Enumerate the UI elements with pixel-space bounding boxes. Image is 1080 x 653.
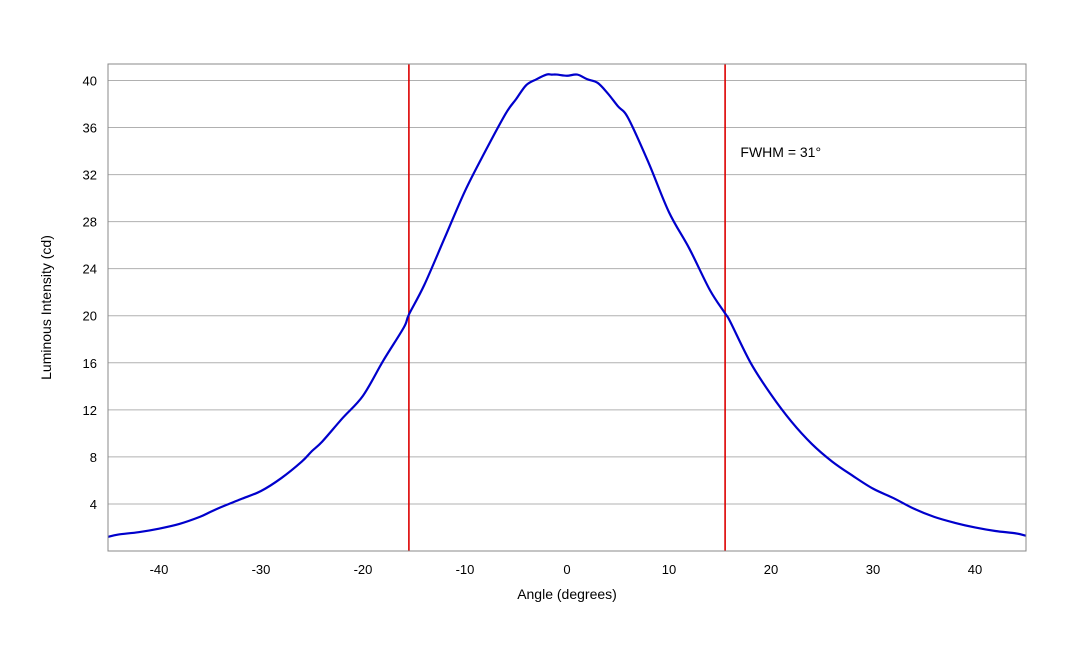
- y-tick-label: 20: [83, 309, 97, 324]
- grid-lines: [108, 79, 1026, 505]
- fwhm-markers: [408, 64, 726, 551]
- y-tick-label: 36: [83, 121, 97, 136]
- series-line-0: [107, 73, 1027, 538]
- plot-area-border: [107, 63, 1027, 552]
- y-axis-title: Luminous Intensity (cd): [38, 235, 54, 380]
- x-axis-title: Angle (degrees): [517, 586, 617, 602]
- x-tick-label: 0: [563, 562, 570, 577]
- y-tick-label: 8: [90, 450, 97, 465]
- x-tick-label: 40: [968, 562, 982, 577]
- x-tick-label: 10: [662, 562, 676, 577]
- y-tick-label: 40: [83, 73, 97, 88]
- y-tick-label: 16: [83, 356, 97, 371]
- y-tick-label: 32: [83, 168, 97, 183]
- y-tick-label: 24: [83, 262, 97, 277]
- y-tick-label: 28: [83, 215, 97, 230]
- x-tick-label: -20: [354, 562, 373, 577]
- series-lines: [107, 73, 1027, 538]
- x-tick-label: -10: [456, 562, 475, 577]
- x-tick-label: 30: [866, 562, 880, 577]
- x-tick-label: -40: [150, 562, 169, 577]
- x-tick-label: -30: [252, 562, 271, 577]
- y-tick-label: 12: [83, 403, 97, 418]
- x-tick-label: 20: [764, 562, 778, 577]
- y-tick-label: 4: [90, 497, 97, 512]
- fwhm-annotation: FWHM = 31°: [740, 144, 821, 160]
- x-axis-ticks: -40 -30 -20 -10 0 10 20 30 40: [150, 562, 983, 577]
- y-axis-ticks: 4 8 12 16 20 24 28 32 36 40: [83, 73, 97, 511]
